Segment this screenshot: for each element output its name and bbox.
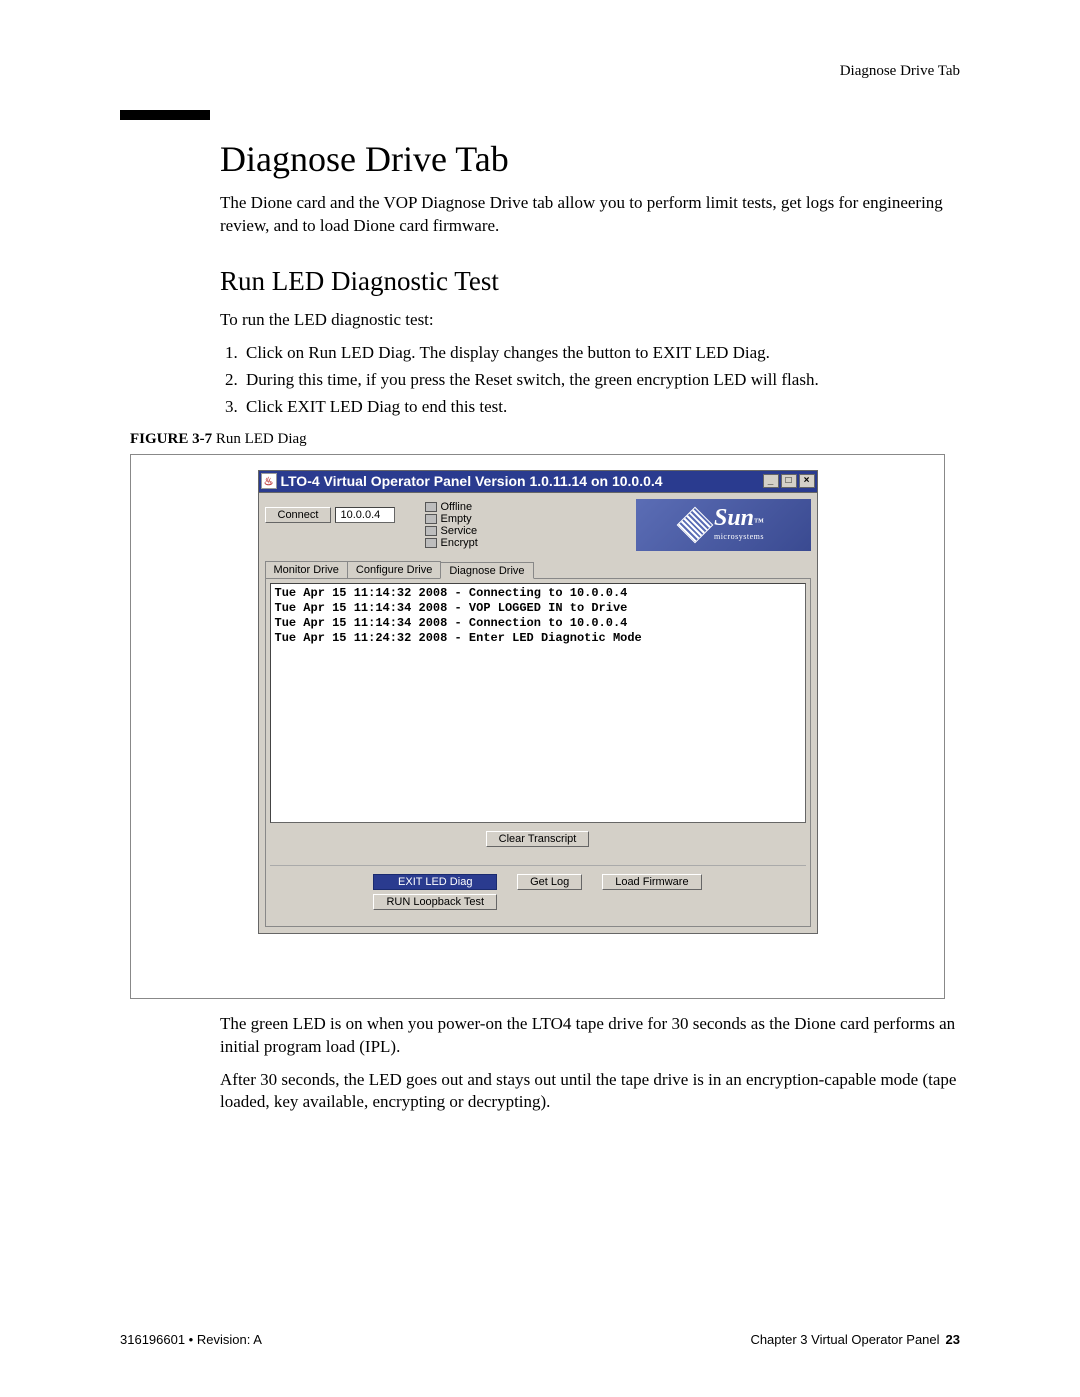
- service-label: Service: [440, 525, 477, 537]
- page-number: 23: [946, 1332, 960, 1347]
- tab-monitor-drive[interactable]: Monitor Drive: [265, 561, 348, 578]
- window-titlebar: ♨ LTO-4 Virtual Operator Panel Version 1…: [259, 471, 817, 493]
- encrypt-led: [425, 538, 437, 548]
- figure-label: FIGURE 3-7 Run LED Diag: [130, 431, 960, 448]
- offline-label: Offline: [440, 501, 472, 513]
- offline-led: [425, 502, 437, 512]
- page-footer: 316196601 • Revision: A Chapter 3 Virtua…: [120, 1332, 960, 1347]
- empty-label: Empty: [440, 513, 471, 525]
- intro-paragraph: The Dione card and the VOP Diagnose Driv…: [220, 192, 960, 238]
- close-button[interactable]: ×: [799, 474, 815, 488]
- clear-transcript-button[interactable]: Clear Transcript: [486, 831, 590, 847]
- page-title: Diagnose Drive Tab: [220, 138, 960, 180]
- exit-led-diag-button[interactable]: EXIT LED Diag: [373, 874, 497, 890]
- transcript: Tue Apr 15 11:14:32 2008 - Connecting to…: [270, 583, 806, 823]
- running-header: Diagnose Drive Tab: [840, 63, 960, 80]
- step-item: During this time, if you press the Reset…: [242, 369, 960, 392]
- app-window: ♨ LTO-4 Virtual Operator Panel Version 1…: [258, 470, 818, 934]
- lead-line: To run the LED diagnostic test:: [220, 309, 960, 332]
- sun-diamond-icon: [677, 506, 714, 543]
- sun-logo: Sun™ microsystems: [636, 499, 811, 551]
- figure-container: ♨ LTO-4 Virtual Operator Panel Version 1…: [130, 454, 945, 999]
- maximize-button[interactable]: □: [781, 474, 797, 488]
- after-paragraph-1: The green LED is on when you power-on th…: [220, 1013, 960, 1059]
- section-rule: [120, 110, 210, 120]
- after-paragraph-2: After 30 seconds, the LED goes out and s…: [220, 1069, 960, 1115]
- logo-text-big: Sun™: [714, 509, 764, 532]
- tab-configure-drive[interactable]: Configure Drive: [347, 561, 441, 578]
- footer-left: 316196601 • Revision: A: [120, 1332, 262, 1347]
- figure-label-bold: FIGURE 3-7: [130, 431, 212, 447]
- step-item: Click on Run LED Diag. The display chang…: [242, 342, 960, 365]
- logo-text-small: microsystems: [714, 532, 764, 541]
- log-line: Tue Apr 15 11:14:32 2008 - Connecting to…: [275, 586, 801, 601]
- toolbar: Connect 10.0.0.4 Offline Empty Service E…: [259, 493, 817, 557]
- tab-body: Tue Apr 15 11:14:32 2008 - Connecting to…: [265, 578, 811, 927]
- service-led: [425, 526, 437, 536]
- action-row: EXIT LED Diag RUN Loopback Test Get Log …: [270, 865, 806, 922]
- log-line: Tue Apr 15 11:14:34 2008 - Connection to…: [275, 616, 801, 631]
- figure-label-text: Run LED Diag: [212, 431, 307, 447]
- minimize-button[interactable]: _: [763, 474, 779, 488]
- log-line: Tue Apr 15 11:24:32 2008 - Enter LED Dia…: [275, 631, 801, 646]
- window-title: LTO-4 Virtual Operator Panel Version 1.0…: [281, 473, 761, 489]
- empty-led: [425, 514, 437, 524]
- run-loopback-button[interactable]: RUN Loopback Test: [373, 894, 497, 910]
- step-item: Click EXIT LED Diag to end this test.: [242, 396, 960, 419]
- subsection-title: Run LED Diagnostic Test: [220, 266, 960, 297]
- tab-strip: Monitor Drive Configure Drive Diagnose D…: [265, 561, 811, 578]
- ip-input[interactable]: 10.0.0.4: [335, 507, 395, 523]
- encrypt-label: Encrypt: [440, 537, 477, 549]
- java-icon: ♨: [261, 473, 277, 489]
- connect-button[interactable]: Connect: [265, 507, 332, 523]
- status-indicators: Offline Empty Service Encrypt: [425, 499, 477, 549]
- footer-right: Chapter 3 Virtual Operator Panel23: [750, 1332, 960, 1347]
- step-list: Click on Run LED Diag. The display chang…: [220, 342, 960, 419]
- tab-diagnose-drive[interactable]: Diagnose Drive: [440, 562, 533, 579]
- load-firmware-button[interactable]: Load Firmware: [602, 874, 701, 890]
- log-line: Tue Apr 15 11:14:34 2008 - VOP LOGGED IN…: [275, 601, 801, 616]
- get-log-button[interactable]: Get Log: [517, 874, 582, 890]
